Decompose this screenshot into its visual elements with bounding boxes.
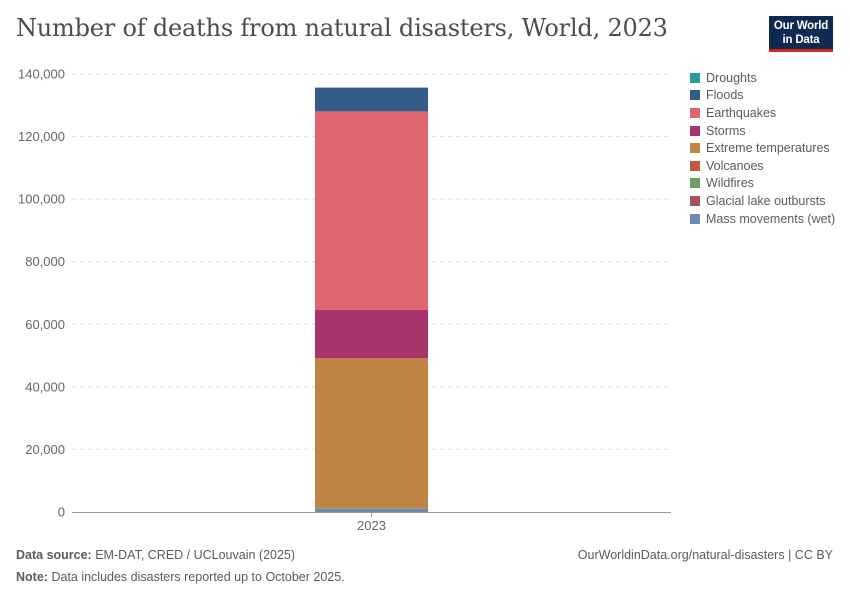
y-tick-label: 40,000 — [25, 379, 65, 394]
legend-swatch — [690, 213, 700, 224]
legend-swatch — [690, 195, 700, 206]
legend-item[interactable]: Earthquakes — [690, 104, 835, 122]
x-axis: 2023 — [72, 512, 671, 533]
bar-segment-extreme-temperatures[interactable] — [315, 358, 428, 509]
data-source-label: Data source: — [16, 548, 92, 562]
y-tick-label: 20,000 — [25, 442, 65, 457]
y-tick-label: 100,000 — [18, 192, 65, 207]
legend-swatch — [690, 107, 700, 118]
logo-line-1: Our World — [773, 20, 829, 32]
logo-line-2: in Data — [782, 34, 820, 46]
y-tick-label: 80,000 — [25, 254, 65, 269]
x-tick-label: 2023 — [357, 518, 386, 533]
legend-label: Droughts — [706, 70, 757, 85]
legend-item[interactable]: Wildfires — [690, 175, 835, 193]
bar-segment-wildfires[interactable] — [315, 508, 428, 509]
note-text: Data includes disasters reported up to O… — [51, 570, 345, 584]
legend-label: Earthquakes — [706, 105, 777, 120]
legend-label: Mass movements (wet) — [706, 211, 836, 226]
y-tick-label: 0 — [58, 505, 65, 520]
legend-label: Floods — [706, 88, 744, 103]
note: Note: Data includes disasters reported u… — [16, 570, 345, 584]
bar-segment-storms[interactable] — [315, 309, 428, 359]
y-tick-label: 140,000 — [18, 67, 65, 82]
chart-title: Number of deaths from natural disasters,… — [16, 14, 668, 42]
legend-item[interactable]: Droughts — [690, 69, 835, 87]
legend-label: Extreme temperatures — [706, 141, 830, 156]
bar-segment-earthquakes[interactable] — [315, 111, 428, 310]
legend-label: Volcanoes — [706, 158, 764, 173]
data-source-text[interactable]: EM-DAT, CRED / UCLouvain (2025) — [95, 548, 296, 562]
source-link[interactable]: OurWorldinData.org/natural-disasters | C… — [577, 548, 833, 562]
y-axis-ticks: 0 20,000 40,000 60,000 80,000 100,000 120,000 1… — [18, 67, 65, 520]
legend-swatch — [690, 160, 700, 171]
legend-item[interactable]: Floods — [690, 87, 835, 105]
legend-swatch — [690, 178, 700, 189]
y-tick-label: 120,000 — [18, 129, 65, 144]
legend-label: Storms — [706, 123, 746, 138]
legend-label: Glacial lake outbursts — [706, 193, 826, 208]
owid-logo[interactable]: Our World in Data — [769, 16, 833, 52]
legend-item[interactable]: Glacial lake outbursts — [690, 192, 835, 210]
legend-swatch — [690, 125, 700, 136]
bar-segment-floods[interactable] — [315, 87, 428, 112]
legend-swatch — [690, 143, 700, 154]
legend: Droughts Floods Earthquakes Storms Extreme t… — [690, 69, 835, 227]
data-source: Data source: EM-DAT, CRED / UCLouvain (2… — [16, 548, 295, 562]
legend-label: Wildfires — [706, 176, 754, 191]
legend-item[interactable]: Extreme temperatures — [690, 139, 835, 157]
note-label: Note: — [16, 570, 48, 584]
legend-item[interactable]: Volcanoes — [690, 157, 835, 175]
legend-swatch — [690, 90, 700, 101]
y-tick-label: 60,000 — [25, 317, 65, 332]
legend-item[interactable]: Mass movements (wet) — [690, 210, 835, 228]
legend-swatch — [690, 72, 700, 83]
legend-item[interactable]: Storms — [690, 122, 835, 140]
bars[interactable] — [315, 87, 428, 512]
bar-segment-mass-movements-wet[interactable] — [315, 508, 428, 512]
